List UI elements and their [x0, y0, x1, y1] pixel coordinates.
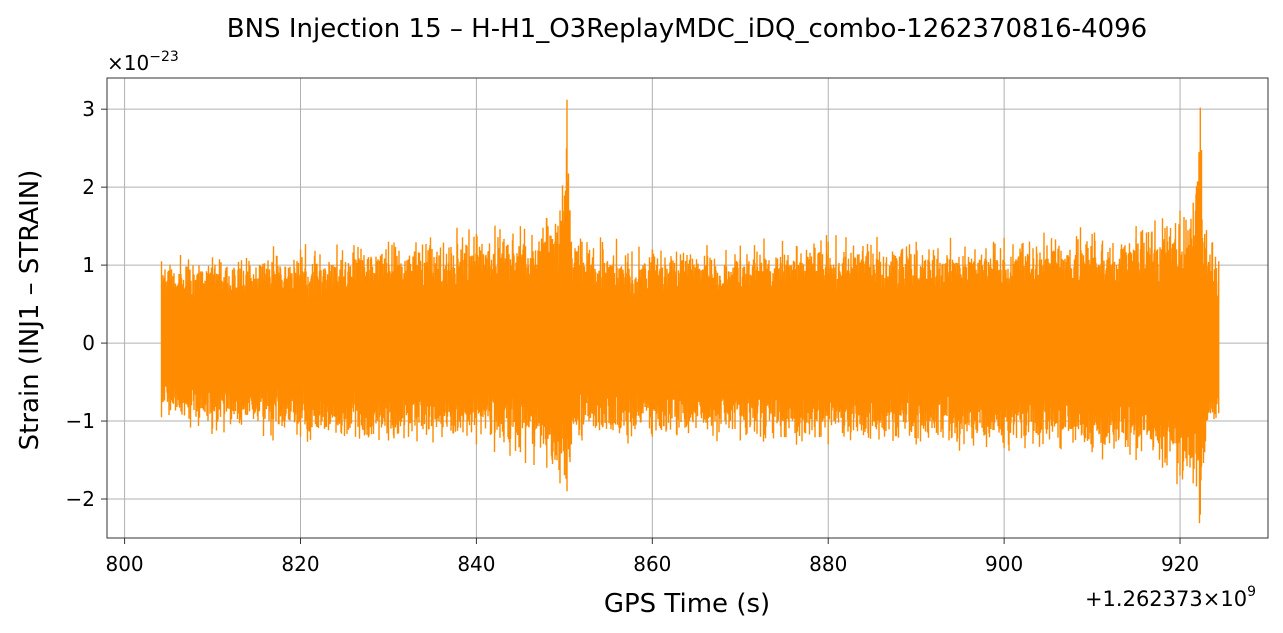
- strain-series-line: [160, 99, 1220, 524]
- x-tick-label: 900: [985, 552, 1023, 576]
- y-tick-label: −1: [66, 409, 95, 433]
- x-axis-ticks: 800 820 840 860 880 900 920: [105, 538, 1199, 576]
- y-tick-label: 2: [82, 175, 95, 199]
- y-axis-ticks: −2 −1 0 1 2 3: [66, 97, 107, 511]
- plot-area: [160, 99, 1220, 524]
- x-tick-label: 840: [457, 552, 495, 576]
- x-tick-label: 880: [809, 552, 847, 576]
- chart-title: BNS Injection 15 – H-H1_O3ReplayMDC_iDQ_…: [227, 14, 1147, 44]
- y-tick-label: 1: [82, 253, 95, 277]
- y-multiplier-exponent: −23: [149, 49, 179, 65]
- y-multiplier: ×10−23: [107, 49, 179, 75]
- y-tick-label: −2: [66, 487, 95, 511]
- x-offset-label: +1.262373×109: [1085, 584, 1256, 611]
- x-offset-base: +1.262373×10: [1085, 587, 1247, 611]
- x-offset-exponent: 9: [1247, 584, 1256, 600]
- y-tick-label: 0: [82, 331, 95, 355]
- x-tick-label: 820: [281, 552, 319, 576]
- x-tick-label: 860: [633, 552, 671, 576]
- y-axis-label: Strain (INJ1 – STRAIN): [15, 170, 45, 451]
- x-tick-label: 800: [105, 552, 143, 576]
- x-axis-label: GPS Time (s): [604, 589, 770, 619]
- y-tick-label: 3: [82, 97, 95, 121]
- x-tick-label: 920: [1161, 552, 1199, 576]
- axes-frame: [106, 77, 1269, 539]
- y-multiplier-base: ×10: [107, 51, 149, 75]
